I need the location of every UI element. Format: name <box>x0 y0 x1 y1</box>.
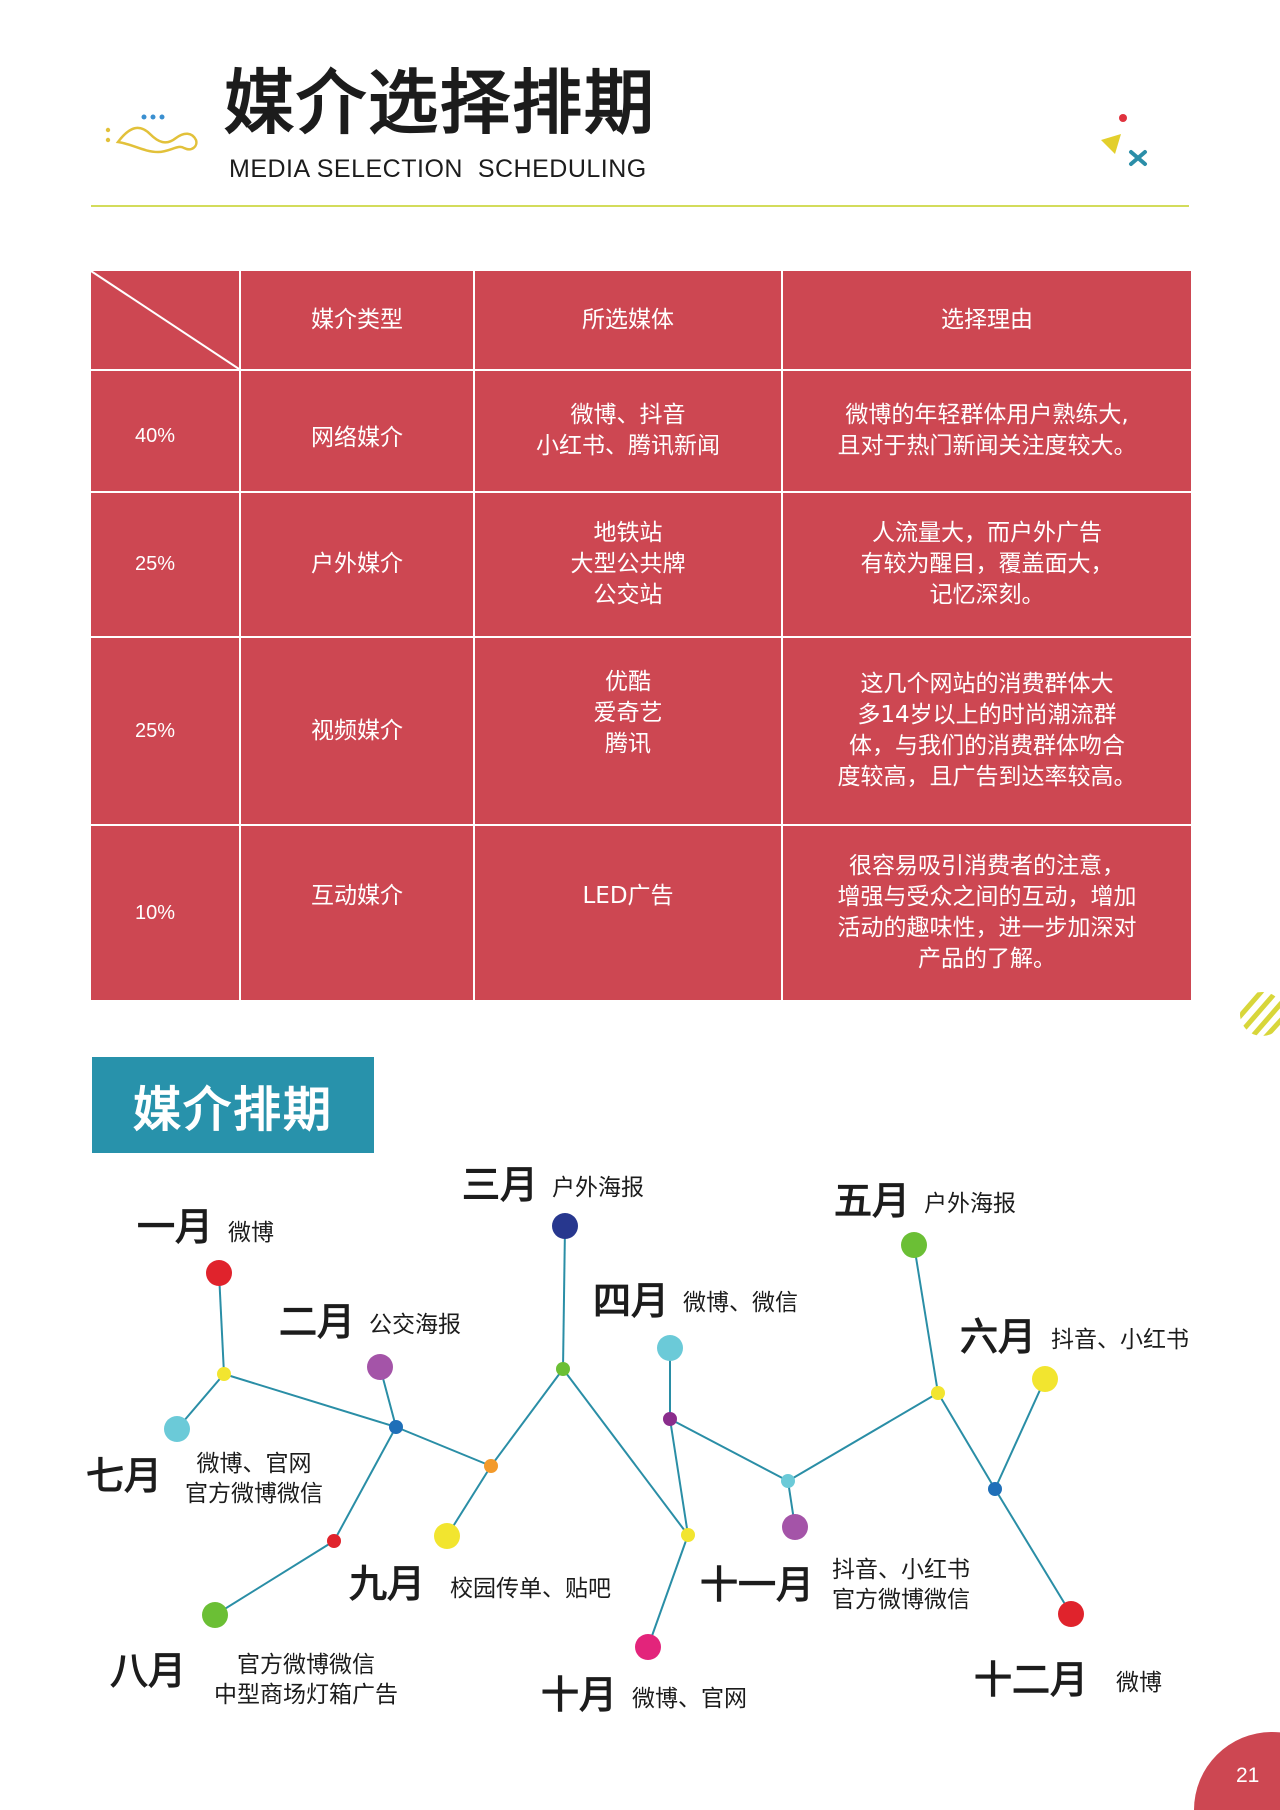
squiggle-decoration-icon <box>105 114 198 154</box>
table-row-media: LED广告 <box>582 882 674 909</box>
month-media-feb: 公交海报 <box>369 1312 461 1338</box>
table-col-divider <box>781 271 783 1000</box>
month-media-sep: 校园传单、贴吧 <box>450 1576 611 1602</box>
month-media-aug: 官方微博微信 中型商场灯箱广告 <box>214 1652 398 1708</box>
month-label-dec: 十二月 <box>974 1658 1089 1702</box>
network-lines <box>176 1225 1072 1648</box>
table-row-percent: 10% <box>134 901 176 924</box>
month-label-jan: 一月 <box>137 1205 214 1249</box>
node-dec <box>1058 1601 1084 1627</box>
table-col-divider <box>239 271 241 1000</box>
table-row-percent: 40% <box>134 424 176 447</box>
month-label-mar: 三月 <box>462 1163 539 1207</box>
page-number: 21 <box>1236 1764 1260 1787</box>
table-row-type: 网络媒介 <box>311 424 403 451</box>
junction-node <box>389 1420 403 1434</box>
node-jan <box>206 1260 232 1286</box>
table-header-cell: 所选媒体 <box>582 306 674 333</box>
table-row-divider <box>91 824 1191 826</box>
month-label-apr: 四月 <box>593 1279 670 1323</box>
table-row-type: 视频媒介 <box>311 717 403 744</box>
junction-node <box>781 1474 795 1488</box>
month-media-mar: 户外海报 <box>552 1175 644 1201</box>
junction-node <box>217 1367 231 1381</box>
table-row-reason: 人流量大，而户外广告 有较为醒目，覆盖面大， 记忆深刻。 <box>860 520 1114 608</box>
junction-node <box>988 1482 1002 1496</box>
month-media-may: 户外海报 <box>924 1191 1016 1217</box>
node-aug <box>202 1602 228 1628</box>
schedule-section-label: 媒介排期 <box>92 1057 374 1153</box>
table-corner-diagonal <box>91 271 239 369</box>
month-label-jun: 六月 <box>960 1315 1037 1359</box>
table-row-reason: 微博的年轻群体用户熟练大, 且对于热门新闻关注度较大。 <box>837 402 1137 459</box>
schedule-network-diagram <box>164 1213 1084 1660</box>
junction-node <box>663 1412 677 1426</box>
junction-node <box>681 1528 695 1542</box>
junction-node <box>556 1362 570 1376</box>
confetti-decoration-icon <box>1101 114 1147 166</box>
junction-node <box>327 1534 341 1548</box>
month-label-sep: 九月 <box>349 1562 426 1606</box>
month-media-jan: 微博 <box>228 1220 274 1246</box>
table-row-percent: 25% <box>134 553 176 575</box>
node-apr <box>657 1335 683 1361</box>
node-mar <box>552 1213 578 1239</box>
table-row-reason: 这几个网站的消费群体大 多14岁以上的时尚潮流群 体，与我们的消费群体吻合 度较… <box>837 671 1137 790</box>
table-row-reason: 很容易吸引消费者的注意， 增强与受众之间的互动，增加 活动的趣味性，进一步加深对… <box>837 853 1137 972</box>
month-label-aug: 八月 <box>110 1649 187 1693</box>
month-media-oct: 微博、官网 <box>632 1686 747 1712</box>
month-media-jul: 微博、官网 官方微博微信 <box>185 1451 323 1507</box>
table-row-media: 微博、抖音 小红书、腾讯新闻 <box>536 402 720 459</box>
node-nov <box>782 1514 808 1540</box>
table-row-media: 优酷 爱奇艺 腾讯 <box>593 668 663 757</box>
page-number-badge <box>1194 1732 1280 1810</box>
table-row-type: 户外媒介 <box>311 551 403 577</box>
striped-circle-decoration-icon <box>1240 992 1280 1036</box>
node-feb <box>367 1354 393 1380</box>
month-media-jun: 抖音、小红书 <box>1051 1327 1189 1353</box>
table-header-cell: 选择理由 <box>941 306 1033 333</box>
table-row-divider <box>91 636 1191 638</box>
node-jul <box>164 1416 190 1442</box>
month-media-nov: 抖音、小红书 官方微博微信 <box>832 1557 970 1613</box>
node-may <box>901 1232 927 1258</box>
table-header-cell: 媒介类型 <box>311 306 403 333</box>
node-jun <box>1032 1366 1058 1392</box>
page-subtitle: MEDIA SELECTION SCHEDULING <box>229 155 647 183</box>
month-label-may: 五月 <box>834 1179 911 1223</box>
month-media-dec: 微博 <box>1116 1670 1162 1696</box>
table-row-divider <box>91 491 1191 493</box>
page-title: 媒介选择排期 <box>224 62 656 144</box>
table-row-divider <box>91 369 1191 371</box>
media-selection-table: 媒介类型 所选媒体 选择理由 40% 网络媒介 微博、抖音 小红书、腾讯新闻 微… <box>91 271 1191 1000</box>
table-row-percent: 25% <box>134 719 176 742</box>
month-media-apr: 微博、微信 <box>683 1290 798 1316</box>
node-sep <box>434 1523 460 1549</box>
month-label-jul: 七月 <box>86 1454 163 1498</box>
month-label-nov: 十一月 <box>700 1563 815 1607</box>
table-row-type: 互动媒介 <box>311 882 403 909</box>
junction-node <box>484 1459 498 1473</box>
month-label-feb: 二月 <box>279 1300 356 1344</box>
table-col-divider <box>473 271 475 1000</box>
junction-node <box>931 1386 945 1400</box>
node-oct <box>635 1634 661 1660</box>
month-label-oct: 十月 <box>541 1673 618 1717</box>
header-divider <box>91 205 1189 207</box>
table-row-media: 地铁站 大型公共牌 公交站 <box>570 520 686 608</box>
